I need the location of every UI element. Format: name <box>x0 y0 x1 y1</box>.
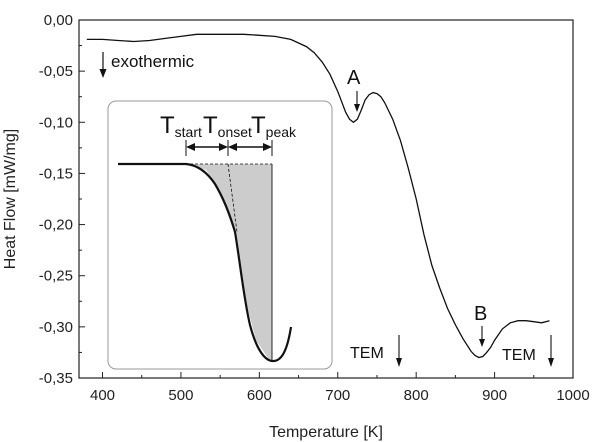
inset-curve <box>118 162 293 363</box>
x-tick-label: 1000 <box>556 387 589 404</box>
peak-b-label: B <box>474 303 487 325</box>
y-tick-label: -0,30 <box>39 319 73 336</box>
peak-a-arrow-head <box>354 104 360 112</box>
tem-label-1: TEM <box>350 345 384 362</box>
t-peak-symbol: T <box>251 112 266 139</box>
peak-b-annotation: B <box>474 303 487 347</box>
tem-arrow-2-head <box>548 358 554 367</box>
t-onset-symbol: T <box>203 112 218 139</box>
y-tick-label: -0,15 <box>39 165 73 182</box>
y-tick-label: -0,25 <box>39 268 73 285</box>
start-onset-arrow-right-head <box>219 143 228 151</box>
y-axis-ticks: 0,00 -0,05 -0,10 -0,15 -0,20 -0,25 -0,30 -0,35 <box>39 12 85 387</box>
x-axis-ticks: 400 500 600 700 800 900 1000 <box>90 372 590 404</box>
y-axis-title: Heat Flow [mW/mg] <box>2 129 19 269</box>
inset-tangent-line <box>227 163 238 233</box>
y-tick-label: -0,10 <box>39 114 73 131</box>
tem-marker-2: TEM <box>502 335 554 367</box>
exothermic-annotation: exothermic <box>99 52 195 78</box>
x-axis-title: Temperature [K] <box>269 424 383 441</box>
peak-a-annotation: A <box>347 67 361 112</box>
t-onset-subscript: onset <box>218 124 252 140</box>
tem-label-2: TEM <box>502 347 536 364</box>
heat-flow-series-line <box>86 33 550 359</box>
y-tick-label: -0,05 <box>39 63 73 80</box>
tem-marker-1: TEM <box>350 335 402 367</box>
t-peak-subscript: peak <box>266 124 297 140</box>
t-start-symbol: T <box>160 112 175 139</box>
peak-b-arrow-head <box>479 339 485 347</box>
t-onset-label: Tonset <box>203 112 252 140</box>
inset-frame <box>107 100 333 370</box>
exothermic-arrow-head <box>99 69 107 78</box>
x-tick-label: 800 <box>404 387 429 404</box>
t-peak-label: Tpeak <box>251 112 297 140</box>
t-start-subscript: start <box>175 124 202 140</box>
inset-shaded-area <box>190 164 272 360</box>
y-tick-label: -0,20 <box>39 217 73 234</box>
y-tick-label: 0,00 <box>44 12 73 29</box>
x-tick-label: 700 <box>325 387 350 404</box>
exothermic-label: exothermic <box>111 52 195 71</box>
onset-peak-arrow-left-head <box>228 143 237 151</box>
t-start-label: Tstart <box>160 112 202 140</box>
x-tick-label: 400 <box>90 387 115 404</box>
inset-schematic: Tstart Tonset Tpeak <box>107 100 333 370</box>
onset-peak-arrow-right-head <box>263 143 272 151</box>
y-tick-label: -0,35 <box>39 370 73 387</box>
x-tick-label: 600 <box>247 387 272 404</box>
x-tick-label: 500 <box>168 387 193 404</box>
peak-a-label: A <box>347 67 361 89</box>
start-onset-arrow-left-head <box>186 143 195 151</box>
tem-arrow-1-head <box>396 358 402 367</box>
x-tick-label: 900 <box>482 387 507 404</box>
